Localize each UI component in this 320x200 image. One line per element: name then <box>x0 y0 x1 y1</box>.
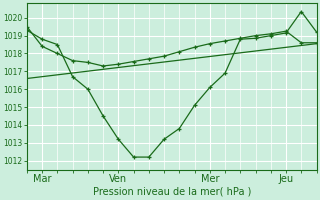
X-axis label: Pression niveau de la mer( hPa ): Pression niveau de la mer( hPa ) <box>92 187 251 197</box>
